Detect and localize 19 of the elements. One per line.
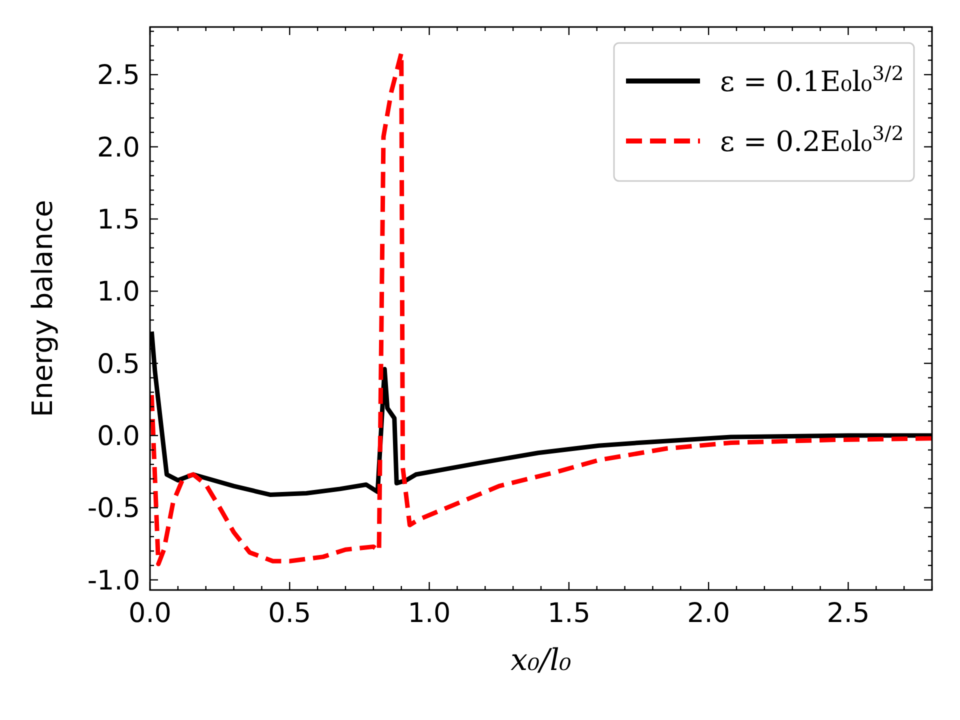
y-tick-label: 0.0 — [97, 420, 140, 452]
y-tick-label: 2.5 — [97, 60, 140, 92]
x-tick-label: 1.5 — [547, 598, 590, 629]
y-tick-label: -1.0 — [87, 565, 140, 596]
x-tick-label: 2.0 — [687, 598, 730, 629]
y-tick-label: 2.0 — [97, 132, 140, 164]
x-tick-label: 0.5 — [268, 598, 312, 629]
y-tick-label: 1.5 — [97, 204, 140, 236]
legend-label: ε = 0.2E₀l₀$^{3/2}$ — [720, 122, 904, 158]
y-axis-title: Energy balance — [26, 200, 59, 418]
y-tick-label: 0.5 — [97, 348, 140, 380]
x-tick-label: 2.5 — [826, 598, 870, 629]
y-tick-label: 1.0 — [97, 276, 140, 308]
x-tick-label: 0.0 — [128, 598, 172, 629]
x-tick-label: 1.0 — [408, 598, 451, 629]
x-axis-title: x₀/l₀ — [510, 643, 572, 678]
y-tick-label: -0.5 — [87, 493, 140, 524]
legend-label: ε = 0.1E₀l₀$^{3/2}$ — [720, 62, 904, 98]
line-series — [150, 50, 932, 566]
